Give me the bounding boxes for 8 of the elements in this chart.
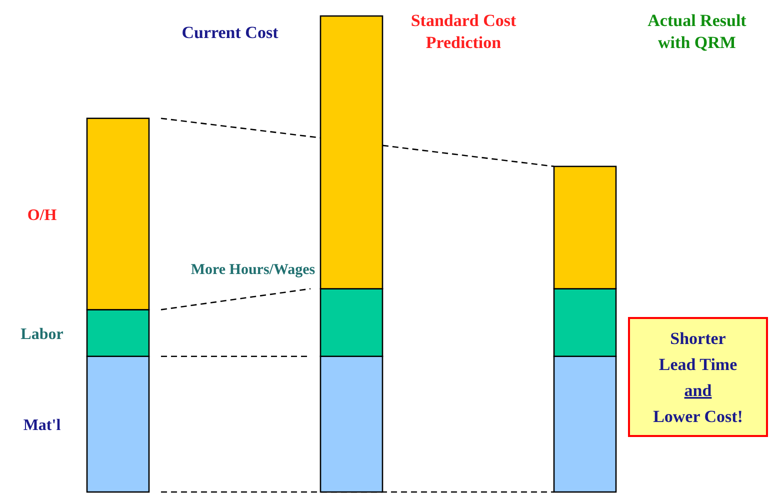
x-tick-label: Actual Result with QRM bbox=[648, 11, 747, 52]
x-tick-label: Current Cost bbox=[182, 23, 279, 42]
x-tick-label: Standard Cost Prediction bbox=[410, 11, 516, 52]
annotation: More Hours/Wages bbox=[190, 262, 316, 278]
series-label: O/H bbox=[27, 207, 58, 224]
series-label: Labor bbox=[20, 326, 64, 344]
series-label: Mat'l bbox=[23, 417, 62, 434]
annotation: Shorter Lead Time and Lower Cost! bbox=[653, 329, 743, 426]
